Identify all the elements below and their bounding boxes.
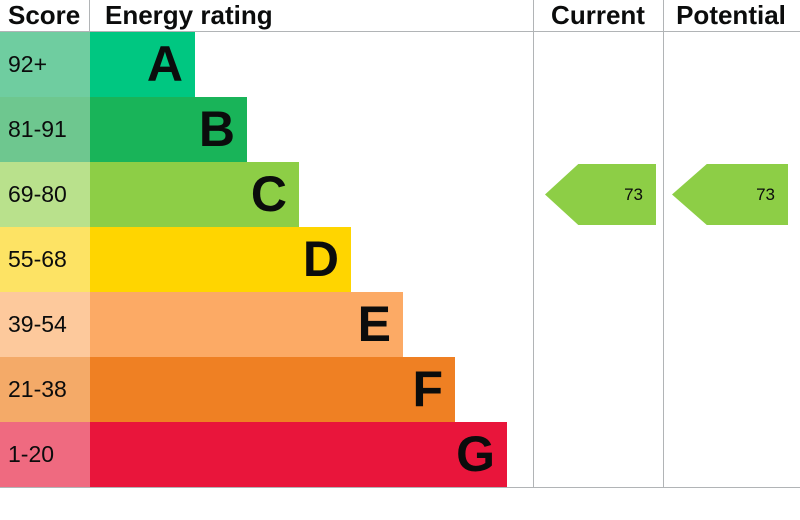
- band-row-c: 69-80 C: [0, 162, 800, 227]
- chart-bottom-rule: [0, 487, 800, 488]
- band-letter: C: [250, 166, 287, 222]
- band-bar: G: [90, 422, 507, 487]
- band-bar: D: [90, 227, 351, 292]
- band-row-e: 39-54 E: [0, 292, 800, 357]
- band-row-b: 81-91 B: [0, 97, 800, 162]
- band-row-d: 55-68 D: [0, 227, 800, 292]
- potential-column-divider: [663, 0, 664, 487]
- band-score-range: 92+: [0, 32, 90, 97]
- band-score-range: 81-91: [0, 97, 90, 162]
- current-column-divider: [533, 0, 534, 487]
- band-score-range: 39-54: [0, 292, 90, 357]
- band-score-range: 1-20: [0, 422, 90, 487]
- band-rows: 92+ A 81-91 B 69-80 C 55-68 D 39-54: [0, 32, 800, 487]
- header-score: Score: [0, 0, 90, 31]
- band-bar: A: [90, 32, 195, 97]
- current-rating-value: 73: [624, 184, 643, 204]
- band-score-range: 55-68: [0, 227, 90, 292]
- band-letter: A: [146, 36, 183, 92]
- header-energy-rating: Energy rating: [105, 0, 273, 30]
- chart-header: Score Energy rating Current Potential: [0, 0, 800, 32]
- band-bar: E: [90, 292, 403, 357]
- band-bar: B: [90, 97, 247, 162]
- potential-rating-value: 73: [756, 184, 775, 204]
- band-row-g: 1-20 G: [0, 422, 800, 487]
- header-potential: Potential: [676, 0, 786, 30]
- band-letter: G: [456, 426, 495, 482]
- band-letter: E: [357, 296, 391, 352]
- band-row-a: 92+ A: [0, 32, 800, 97]
- band-bar: C: [90, 162, 299, 227]
- band-score-range: 21-38: [0, 357, 90, 422]
- band-bar: F: [90, 357, 455, 422]
- band-letter: B: [198, 101, 235, 157]
- band-letter: F: [412, 361, 443, 417]
- band-letter: D: [302, 231, 339, 287]
- header-current: Current: [551, 0, 645, 30]
- band-score-range: 69-80: [0, 162, 90, 227]
- band-row-f: 21-38 F: [0, 357, 800, 422]
